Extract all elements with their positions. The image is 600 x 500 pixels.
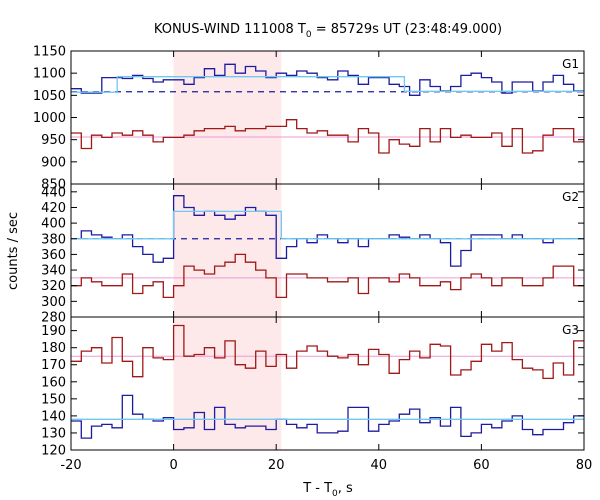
x-axis-label: T - T0, s	[302, 481, 353, 499]
x-axis-label-suffix: , s	[338, 481, 353, 496]
x-tick-label: 0	[169, 458, 177, 473]
g2-y-tick-label: 360	[41, 248, 66, 263]
g2-y-tick-label: 440	[41, 185, 66, 200]
x-tick-label: 40	[371, 458, 388, 473]
g3-hard-channel-histogram	[71, 394, 584, 439]
g3-y-tick-label: 140	[41, 409, 66, 424]
chart-title-prefix: KONUS-WIND 111008 T	[154, 22, 306, 37]
g2-soft-channel-histogram	[71, 253, 584, 299]
g1-fit-line	[71, 76, 584, 93]
g1-panel: 850 900 950 1000 1050 1100 1150 G1	[33, 45, 585, 193]
g1-y-tick-label: 900	[41, 155, 66, 170]
x-axis-label-prefix: T - T	[302, 481, 332, 496]
g1-y-tick-label: 1100	[33, 67, 66, 82]
chart-title-subscript: 0	[306, 30, 312, 40]
g1-y-tick-label: 1000	[33, 111, 66, 126]
x-tick-label: -20	[60, 458, 81, 473]
g3-frame	[70, 316, 585, 451]
g1-hard-channel-histogram	[71, 63, 584, 96]
panels-group: 8509009501000105011001150G12803003203403…	[33, 45, 592, 474]
g3-y-tick-label: 130	[41, 426, 66, 441]
g2-y-tick-label: 400	[41, 217, 66, 232]
g3-soft-channel-histogram	[71, 324, 584, 380]
g2-shaded-interval	[173, 184, 282, 317]
g1-y-tick-label: 1050	[33, 89, 66, 104]
g2-fit-line	[71, 210, 584, 240]
g3-panel-label: G3	[562, 323, 579, 337]
y-axis-label: counts / sec	[6, 212, 21, 290]
g1-frame	[70, 50, 585, 185]
x-tick-label: 60	[473, 458, 490, 473]
g3-y-tick-label: 180	[41, 341, 66, 356]
g2-panel-label: G2	[562, 190, 579, 204]
g2-frame	[70, 183, 585, 318]
g3-y-tick-label: 150	[41, 392, 66, 407]
g3-panel: 120 130 140 150 160 170 180 190 G3	[41, 316, 585, 459]
chart-title: KONUS-WIND 111008 T0 = 85729s UT (23:48:…	[154, 22, 502, 40]
g1-soft-channel-histogram	[71, 119, 584, 154]
g2-y-tick-label: 320	[41, 279, 66, 294]
g3-shaded-interval	[173, 317, 282, 450]
g2-hard-channel-histogram	[71, 195, 584, 267]
g1-shaded-interval	[173, 51, 282, 184]
g1-y-tick-label: 850	[41, 178, 66, 193]
g3-y-tick-label: 190	[41, 324, 66, 339]
g1-panel-label: G1	[562, 57, 579, 71]
x-tick-label: 80	[576, 458, 593, 473]
g2-y-tick-label: 380	[41, 232, 66, 247]
g2-y-tick-label: 300	[41, 295, 66, 310]
g1-y-tick-label: 1150	[33, 45, 66, 60]
g3-y-tick-label: 120	[41, 444, 66, 459]
g2-y-tick-label: 340	[41, 264, 66, 279]
g1-y-tick-label: 950	[41, 133, 66, 148]
x-tick-label: 20	[268, 458, 285, 473]
g2-y-tick-label: 420	[41, 201, 66, 216]
x-axis-label-subscript: 0	[332, 489, 338, 499]
g2-y-tick-label: 280	[41, 311, 66, 326]
g3-y-tick-label: 170	[41, 358, 66, 373]
g3-y-tick-label: 160	[41, 375, 66, 390]
chart-title-suffix: = 85729s UT (23:48:49.000)	[312, 22, 502, 37]
